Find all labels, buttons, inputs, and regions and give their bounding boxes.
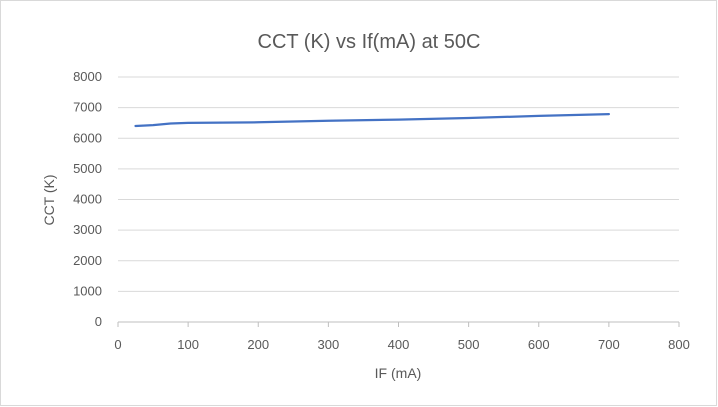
axes bbox=[117, 321, 680, 327]
x-axis-ticks: 0 100 200 300 400 500 600 700 800 bbox=[114, 337, 689, 352]
y-tick-label: 1000 bbox=[73, 283, 102, 298]
y-axis-ticks: 0 1000 2000 3000 4000 5000 6000 7000 8000 bbox=[73, 69, 102, 329]
x-tick-label: 200 bbox=[247, 337, 269, 352]
series-line-0 bbox=[134, 112, 611, 128]
y-tick-label: 3000 bbox=[73, 222, 102, 237]
x-tick-label: 700 bbox=[598, 337, 620, 352]
y-tick-label: 0 bbox=[95, 314, 102, 329]
grid-lines bbox=[118, 76, 679, 292]
x-tick-label: 500 bbox=[458, 337, 480, 352]
y-tick-label: 2000 bbox=[73, 253, 102, 268]
chart-title: CCT (K) vs If(mA) at 50C bbox=[258, 31, 481, 53]
y-tick-label: 4000 bbox=[73, 192, 102, 207]
x-tick-label: 300 bbox=[318, 337, 340, 352]
x-tick-label: 100 bbox=[177, 337, 199, 352]
y-tick-label: 8000 bbox=[73, 69, 102, 84]
x-tick-label: 0 bbox=[114, 337, 121, 352]
x-axis-label: IF (mA) bbox=[375, 365, 422, 381]
y-tick-label: 7000 bbox=[73, 100, 102, 115]
y-tick-label: 6000 bbox=[73, 130, 102, 145]
x-tick-label: 600 bbox=[528, 337, 550, 352]
x-tick-label: 400 bbox=[388, 337, 410, 352]
y-tick-label: 5000 bbox=[73, 161, 102, 176]
x-tick-label: 800 bbox=[668, 337, 690, 352]
series-layer bbox=[134, 112, 611, 128]
y-axis-label: CCT (K) bbox=[41, 174, 57, 225]
